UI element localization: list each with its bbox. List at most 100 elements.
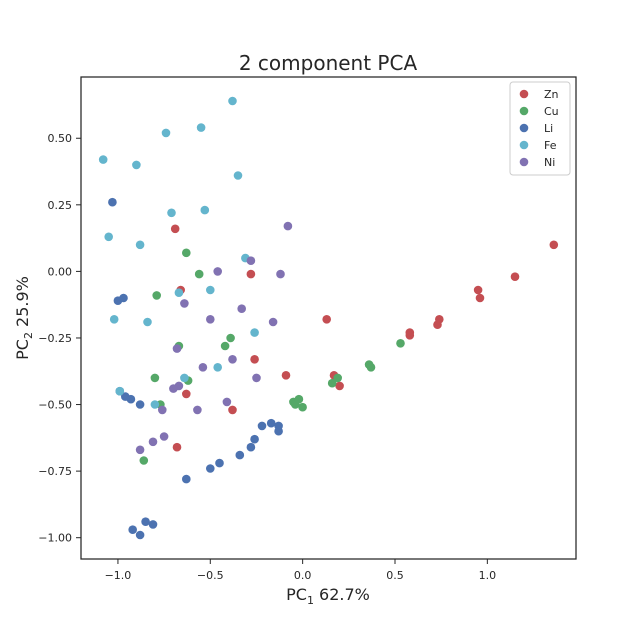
y-tick-label: −0.25 — [38, 332, 72, 345]
point-fe-18 — [115, 386, 125, 396]
point-li-15 — [246, 442, 256, 452]
point-li-5 — [126, 394, 136, 404]
point-ni-0 — [213, 267, 222, 276]
point-cu-4 — [220, 341, 230, 351]
point-ni-6 — [206, 315, 215, 324]
point-zn-12 — [405, 331, 415, 340]
legend-label-ni: Ni — [544, 156, 555, 169]
point-ni-15 — [193, 405, 202, 415]
point-li-17 — [257, 421, 267, 431]
legend: Zn Cu Li Fe Ni — [509, 81, 571, 176]
point-cu-17 — [366, 363, 376, 372]
point-fe-7 — [135, 240, 145, 250]
x-axis-title-base: PC — [286, 585, 307, 604]
x-tick-label: 0.5 — [386, 569, 404, 582]
legend-marker-zn — [519, 89, 529, 99]
point-ni-9 — [198, 363, 208, 372]
legend-label-li: Li — [544, 122, 553, 135]
point-zn-5 — [172, 442, 182, 452]
point-ni-17 — [159, 432, 169, 441]
point-fe-9 — [200, 205, 210, 215]
point-zn-15 — [473, 285, 483, 295]
point-zn-14 — [435, 315, 444, 324]
point-fe-8 — [167, 208, 176, 218]
x-tick-label: 1.0 — [479, 569, 497, 582]
point-fe-16 — [213, 363, 222, 372]
point-cu-3 — [226, 333, 235, 343]
point-fe-2 — [161, 128, 171, 138]
legend-frame — [509, 81, 571, 176]
point-cu-9 — [139, 456, 149, 465]
point-li-11 — [182, 474, 191, 484]
point-ni-8 — [172, 344, 182, 353]
point-zn-8 — [322, 315, 332, 324]
axes-layer — [80, 76, 577, 560]
ticks-layer: −1.0 −0.5 0.0 0.5 1.0 −1.00 −0.75 −0.50 −0.25 0.0… — [38, 132, 496, 582]
x-axis-title-sub: 1 — [307, 594, 314, 607]
legend-marker-ni — [519, 157, 529, 167]
point-ni-1 — [246, 256, 256, 266]
point-li-12 — [206, 464, 215, 473]
point-zn-6 — [250, 355, 259, 364]
point-zn-2 — [246, 269, 256, 279]
point-zn-10 — [335, 381, 344, 391]
legend-marker-li — [519, 123, 529, 133]
legend-label-zn: Zn — [544, 88, 559, 101]
point-ni-14 — [158, 405, 167, 415]
point-cu-18 — [396, 339, 405, 348]
point-zn-0 — [170, 224, 180, 234]
point-fe-15 — [250, 328, 259, 337]
point-zn-7 — [281, 371, 291, 380]
point-ni-19 — [135, 445, 145, 455]
point-li-13 — [215, 458, 224, 468]
point-li-0 — [108, 197, 117, 207]
y-tick-label: −0.75 — [38, 465, 72, 478]
point-fe-4 — [228, 96, 237, 106]
x-tick-label: −0.5 — [197, 569, 224, 582]
point-fe-19 — [150, 400, 160, 409]
point-ni-4 — [180, 299, 189, 308]
y-axis-title: PC2 25.9% — [13, 276, 35, 360]
point-fe-6 — [104, 232, 113, 242]
point-ni-18 — [148, 437, 158, 447]
y-axis-title-base: PC — [13, 339, 32, 360]
point-zn-4 — [228, 405, 237, 415]
point-zn-3 — [182, 389, 191, 399]
point-li-16 — [250, 434, 259, 444]
plot-frame — [80, 76, 577, 560]
point-zn-16 — [475, 293, 485, 303]
point-zn-17 — [510, 272, 520, 282]
legend-label-fe: Fe — [544, 139, 557, 152]
y-axis-title-suffix: 25.9% — [13, 276, 32, 332]
point-fe-0 — [98, 155, 108, 164]
point-fe-5 — [233, 171, 243, 180]
point-cu-14 — [327, 378, 337, 388]
point-li-7 — [128, 525, 137, 534]
point-cu-1 — [194, 269, 204, 279]
point-cu-2 — [152, 291, 161, 300]
y-axis-title-sub: 2 — [22, 332, 35, 339]
point-fe-14 — [143, 317, 152, 327]
point-li-20 — [274, 426, 283, 436]
point-ni-10 — [228, 355, 237, 364]
legend-label-cu: Cu — [544, 105, 559, 118]
point-ni-11 — [252, 373, 261, 383]
point-li-8 — [135, 530, 145, 540]
point-li-14 — [235, 450, 245, 460]
point-cu-15 — [333, 373, 343, 383]
point-cu-6 — [150, 373, 160, 383]
point-ni-2 — [283, 221, 293, 231]
point-ni-13 — [169, 384, 178, 393]
x-tick-label: −1.0 — [105, 569, 132, 582]
point-li-9 — [141, 517, 150, 526]
legend-marker-fe — [519, 140, 529, 150]
point-li-18 — [266, 418, 276, 428]
point-fe-3 — [196, 123, 206, 132]
point-fe-13 — [109, 315, 119, 324]
point-fe-1 — [132, 160, 141, 170]
points-layer — [98, 96, 559, 540]
legend-marker-cu — [519, 106, 529, 116]
x-tick-label: 0.0 — [294, 569, 312, 582]
y-tick-label: −1.00 — [38, 532, 72, 545]
